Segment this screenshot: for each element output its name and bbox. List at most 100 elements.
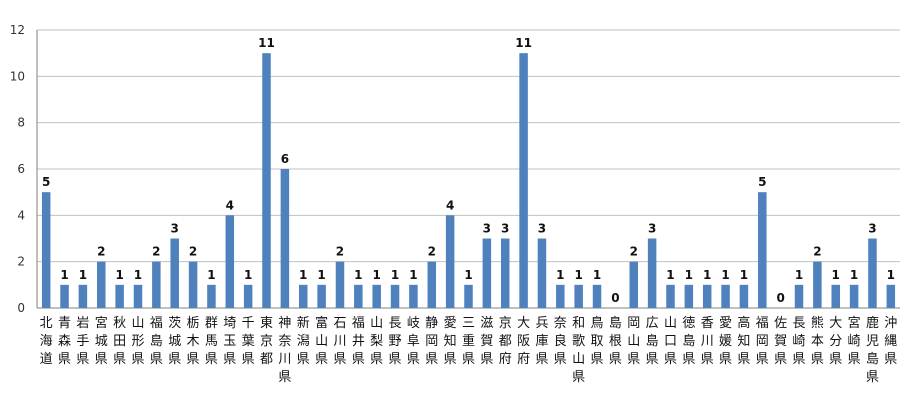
bar xyxy=(886,284,896,308)
bar xyxy=(115,284,124,308)
bar xyxy=(813,261,822,308)
bar xyxy=(592,284,602,308)
data-label: 1 xyxy=(373,268,381,282)
bar xyxy=(849,284,859,308)
bar xyxy=(794,284,804,308)
bar xyxy=(519,53,528,308)
data-label: 5 xyxy=(42,175,50,189)
bar xyxy=(60,284,69,308)
category-label: 滋賀県 xyxy=(480,316,493,367)
data-label: 3 xyxy=(648,222,656,236)
bar xyxy=(243,284,253,308)
category-label: 広島県 xyxy=(646,316,659,367)
category-labels: 北海道青森県岩手県宮城県秋田県山形県福島県茨城県栃木県群馬県埼玉県千葉県東京都神… xyxy=(40,315,898,385)
bar xyxy=(684,284,694,308)
gridlines xyxy=(37,29,900,263)
category-label: 群馬県 xyxy=(205,316,218,367)
data-label: 2 xyxy=(336,245,344,259)
data-label: 1 xyxy=(134,268,142,282)
bar xyxy=(280,169,290,308)
bar xyxy=(647,238,657,308)
data-label: 3 xyxy=(483,222,491,236)
category-label: 福井県 xyxy=(352,316,365,367)
category-label: 山梨県 xyxy=(370,316,383,367)
category-label: 茨城県 xyxy=(168,316,181,367)
bar xyxy=(262,53,271,308)
bar xyxy=(133,284,143,308)
y-tick-label: 2 xyxy=(17,255,25,269)
bar xyxy=(225,215,235,308)
y-tick-label: 8 xyxy=(17,116,25,130)
category-label: 福島県 xyxy=(150,316,163,367)
data-label: 2 xyxy=(813,245,821,259)
category-label: 山口県 xyxy=(664,316,677,367)
category-label: 鹿児島県 xyxy=(866,315,879,385)
bar xyxy=(372,284,381,308)
data-label: 1 xyxy=(556,268,564,282)
data-label: 1 xyxy=(795,268,803,282)
category-label: 栃木県 xyxy=(187,316,200,367)
data-label: 2 xyxy=(428,245,436,259)
bar xyxy=(445,215,455,308)
category-label: 香川県 xyxy=(701,316,714,367)
data-label: 1 xyxy=(666,268,674,282)
category-label: 岩手県 xyxy=(76,316,89,367)
bar xyxy=(721,284,730,308)
category-label: 愛知県 xyxy=(444,316,457,367)
bar xyxy=(207,284,216,308)
bar xyxy=(390,284,400,308)
data-label: 1 xyxy=(832,268,840,282)
data-label: 1 xyxy=(244,268,252,282)
bar xyxy=(739,284,749,308)
bar xyxy=(298,284,308,308)
category-label: 三重県 xyxy=(462,316,475,367)
y-tick-label: 6 xyxy=(17,162,25,176)
data-label: 1 xyxy=(115,268,123,282)
category-label: 愛媛県 xyxy=(719,316,732,367)
data-label: 2 xyxy=(97,245,105,259)
bar xyxy=(152,261,161,308)
data-label: 3 xyxy=(501,222,509,236)
data-label: 11 xyxy=(258,36,275,50)
data-label: 11 xyxy=(515,36,532,50)
bar xyxy=(427,261,437,308)
data-label: 4 xyxy=(446,198,454,212)
bar xyxy=(78,284,88,308)
category-label: 石川県 xyxy=(333,316,346,367)
data-label: 1 xyxy=(887,268,895,282)
category-label: 北海道 xyxy=(40,316,53,367)
bar xyxy=(354,284,363,308)
data-label: 2 xyxy=(630,245,638,259)
category-label: 千葉県 xyxy=(242,316,255,367)
bars xyxy=(41,53,896,308)
category-label: 宮城県 xyxy=(95,315,108,367)
bar xyxy=(629,261,639,308)
bar xyxy=(537,238,547,308)
category-label: 大阪府 xyxy=(517,316,530,367)
category-label: 熊本県 xyxy=(811,315,824,367)
data-label: 0 xyxy=(611,291,619,305)
category-label: 佐賀県 xyxy=(774,316,787,367)
data-label: 1 xyxy=(703,268,711,282)
data-label: 3 xyxy=(868,222,876,236)
bar xyxy=(666,284,675,308)
y-tick-label: 12 xyxy=(10,23,25,37)
category-label: 宮崎県 xyxy=(848,315,861,367)
data-label: 5 xyxy=(758,175,766,189)
category-label: 兵庫県 xyxy=(535,316,548,367)
data-label: 1 xyxy=(574,268,582,282)
bar xyxy=(556,284,565,308)
data-label: 1 xyxy=(464,268,472,282)
bar xyxy=(482,238,492,308)
bar xyxy=(41,192,51,308)
y-axis-ticks: 0 2 4 6 8 10 12 xyxy=(10,23,25,315)
data-label: 3 xyxy=(171,222,179,236)
category-label: 島根県 xyxy=(609,316,622,367)
data-label: 1 xyxy=(593,268,601,282)
category-label: 青森県 xyxy=(58,316,71,367)
bar xyxy=(317,284,326,308)
category-label: 神奈川県 xyxy=(278,316,291,385)
y-tick-label: 10 xyxy=(10,69,25,83)
